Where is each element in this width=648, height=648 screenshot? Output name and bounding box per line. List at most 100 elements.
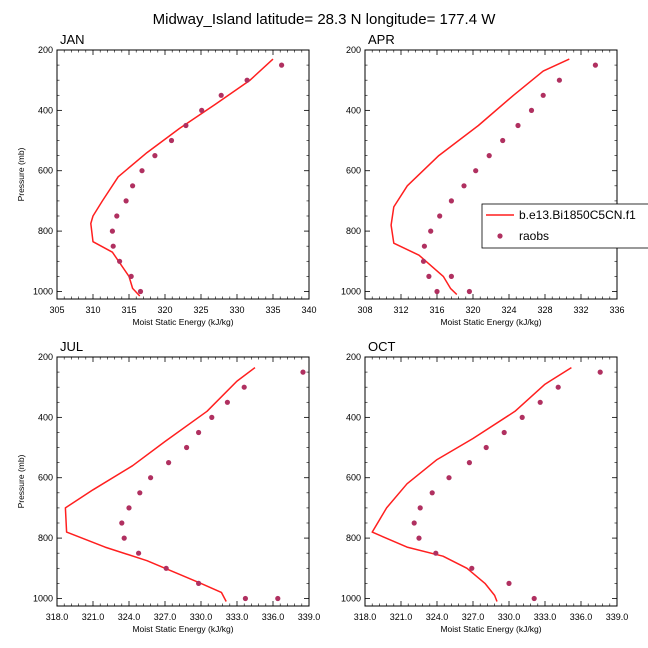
plot-frame-oct	[364, 356, 618, 607]
obs-point-oct	[501, 429, 507, 436]
obs-point-oct	[429, 490, 435, 496]
obs-point-jan	[137, 288, 144, 295]
obs-point-jul	[300, 369, 306, 375]
obs-point-jan	[279, 62, 285, 68]
obs-point-jan	[168, 137, 175, 144]
obs-point-oct	[483, 444, 489, 451]
x-tick-label: 330	[229, 305, 244, 315]
y-axis-label-jan: Pressure (mb)	[16, 147, 26, 201]
plot-frame-jul	[56, 356, 310, 607]
obs-point-jan	[117, 258, 123, 264]
obs-point-oct	[506, 580, 512, 587]
panel-label-oct: OCT	[368, 339, 396, 354]
obs-point-apr	[448, 273, 454, 279]
obs-point-jan	[139, 168, 145, 174]
x-tick-label: 327.0	[154, 612, 177, 622]
x-tick-label: 325	[193, 305, 208, 315]
y-tick-label: 400	[38, 412, 53, 422]
obs-point-jul	[126, 505, 132, 511]
model-line-oct	[371, 366, 572, 602]
x-tick-label: 336.0	[570, 612, 593, 622]
obs-point-apr	[420, 258, 427, 264]
obs-point-apr	[428, 228, 434, 234]
y-tick-label: 200	[346, 352, 361, 362]
y-tick-label: 800	[38, 226, 53, 236]
obs-point-jul	[163, 565, 169, 571]
obs-point-oct	[466, 460, 472, 466]
x-tick-label: 318.0	[46, 612, 69, 622]
x-tick-label: 310	[85, 305, 100, 315]
x-tick-label: 320	[157, 305, 172, 315]
x-axis-label-jul: Moist Static Energy (kJ/kg)	[132, 624, 233, 634]
x-tick-label: 324.0	[426, 612, 449, 622]
obs-point-apr	[437, 213, 443, 219]
y-tick-label: 800	[346, 533, 361, 543]
x-tick-label: 336	[609, 305, 624, 315]
y-tick-label: 600	[38, 166, 53, 176]
obs-point-oct	[417, 505, 423, 511]
plot-frame-jan	[56, 49, 310, 300]
obs-point-apr	[434, 288, 440, 295]
obs-point-jul	[121, 535, 127, 541]
x-tick-label: 339.0	[298, 612, 321, 622]
x-axis-label-jan: Moist Static Energy (kJ/kg)	[132, 317, 233, 327]
plot-frame-apr	[364, 49, 618, 300]
panel-apr: APR 308 312 316 320 324 328 332 336 200 400 600 800 1…	[341, 32, 625, 327]
obs-point-jan	[244, 77, 250, 83]
x-tick-label: 321.0	[390, 612, 413, 622]
x-tick-label: 320	[465, 305, 480, 315]
obs-point-apr	[421, 243, 427, 249]
series-oct	[371, 366, 603, 602]
obs-point-jul	[224, 399, 230, 405]
obs-point-oct	[519, 414, 525, 420]
x-tick-label: 335	[265, 305, 280, 315]
obs-point-jul	[148, 475, 154, 481]
legend-obs-marker	[497, 233, 503, 239]
y-tick-label: 600	[346, 166, 361, 176]
obs-point-oct	[411, 520, 417, 526]
x-tick-label: 327.0	[462, 612, 485, 622]
obs-point-jul	[275, 595, 281, 602]
x-tick-label: 321.0	[82, 612, 105, 622]
x-tick-label: 333.0	[226, 612, 249, 622]
obs-point-apr	[515, 122, 521, 129]
y-tick-label: 200	[38, 352, 53, 362]
model-line-apr	[390, 58, 570, 296]
obs-point-jan	[218, 92, 224, 98]
y-tick-label: 1000	[341, 593, 361, 603]
panel-label-jan: JAN	[60, 32, 85, 47]
obs-point-jul	[196, 429, 202, 436]
x-tick-label: 333.0	[534, 612, 557, 622]
x-tick-label: 316	[429, 305, 444, 315]
y-tick-label: 200	[346, 45, 361, 55]
x-tick-label: 330.0	[498, 612, 521, 622]
x-axis-label-apr: Moist Static Energy (kJ/kg)	[440, 317, 541, 327]
y-tick-label: 800	[38, 533, 53, 543]
obs-point-apr	[461, 183, 467, 189]
x-tick-label: 336.0	[262, 612, 285, 622]
obs-point-jul	[196, 580, 202, 587]
legend: b.e13.Bi1850C5CN.f1 raobs	[481, 203, 648, 249]
x-tick-label: 305	[49, 305, 64, 315]
obs-point-jan	[128, 273, 134, 279]
obs-point-apr	[556, 77, 563, 83]
series-jul	[64, 367, 306, 602]
obs-point-oct	[531, 595, 537, 602]
x-axis-label-oct: Moist Static Energy (kJ/kg)	[440, 624, 541, 634]
x-tick-label: 318.0	[354, 612, 377, 622]
obs-point-jul	[241, 384, 247, 390]
series-apr	[390, 58, 599, 296]
obs-point-jan	[123, 198, 129, 204]
obs-point-apr	[448, 198, 454, 204]
obs-point-jan	[110, 243, 116, 249]
x-tick-label: 312	[393, 305, 408, 315]
y-tick-label: 1000	[33, 286, 53, 296]
obs-point-apr	[592, 62, 599, 68]
x-tick-label: 339.0	[606, 612, 629, 622]
obs-point-oct	[433, 550, 439, 556]
panel-oct: OCT 318.0 321.0 324.0 327.0 330.0 333.0 336.0 33…	[341, 339, 628, 634]
obs-point-oct	[446, 475, 452, 481]
obs-point-oct	[537, 399, 543, 405]
obs-point-apr	[426, 273, 432, 279]
obs-point-jan	[152, 153, 158, 159]
